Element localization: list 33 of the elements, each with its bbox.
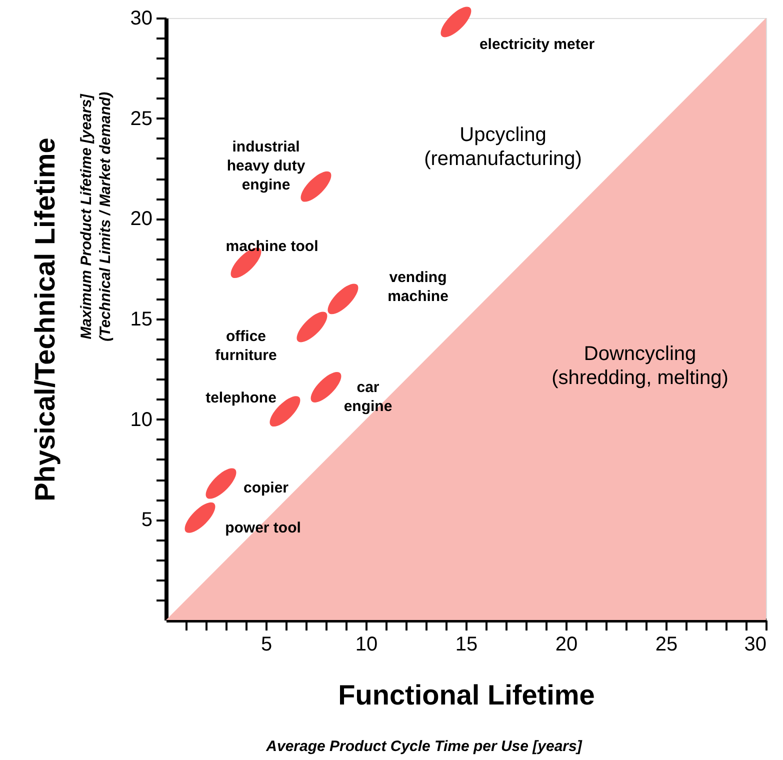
point: [184, 502, 216, 533]
y-axis-title: Physical/Technical Lifetime: [29, 138, 60, 502]
annotation: car engine: [344, 379, 392, 416]
annotation: telephone: [206, 389, 276, 406]
annotation: Upcycling (remanufacturing): [424, 124, 582, 170]
x-axis-title: Functional Lifetime: [338, 680, 595, 710]
x-tick-label: 20: [555, 634, 578, 656]
annotation: Downcycling (shredding, melting): [552, 343, 728, 389]
annotation: copier: [243, 480, 289, 497]
point: [440, 6, 472, 38]
point: [206, 468, 236, 499]
point: [328, 284, 358, 314]
annotation: vending machine: [388, 268, 448, 305]
x-tick-label: 15: [455, 634, 478, 656]
y-tick-label: 10: [130, 408, 152, 431]
annotation: electricity meter: [479, 36, 595, 54]
y-tick-label: 20: [130, 208, 152, 230]
text: Average Product Cycle Time per Use [years]: [265, 738, 583, 755]
point: [296, 312, 328, 342]
x-tick-label: 30: [744, 634, 766, 656]
point: [310, 372, 342, 402]
x-tick-label: 10: [355, 634, 378, 656]
y-tick-label: 5: [141, 509, 152, 532]
y-tick-label: 25: [130, 108, 152, 130]
annotation: power tool: [225, 520, 301, 537]
x-tick-label: 5: [260, 634, 272, 656]
text: Maximum Product Lifetime [years] (Technical Limits / Market demand): [78, 92, 114, 342]
annotation: industrial heavy duty engine: [226, 138, 306, 194]
y-tick-label: 15: [130, 308, 152, 330]
x-tick-label: 25: [655, 634, 678, 656]
y-tick-label: 30: [130, 8, 152, 30]
annotation: office furniture: [215, 328, 277, 364]
annotation: machine tool: [226, 238, 318, 255]
